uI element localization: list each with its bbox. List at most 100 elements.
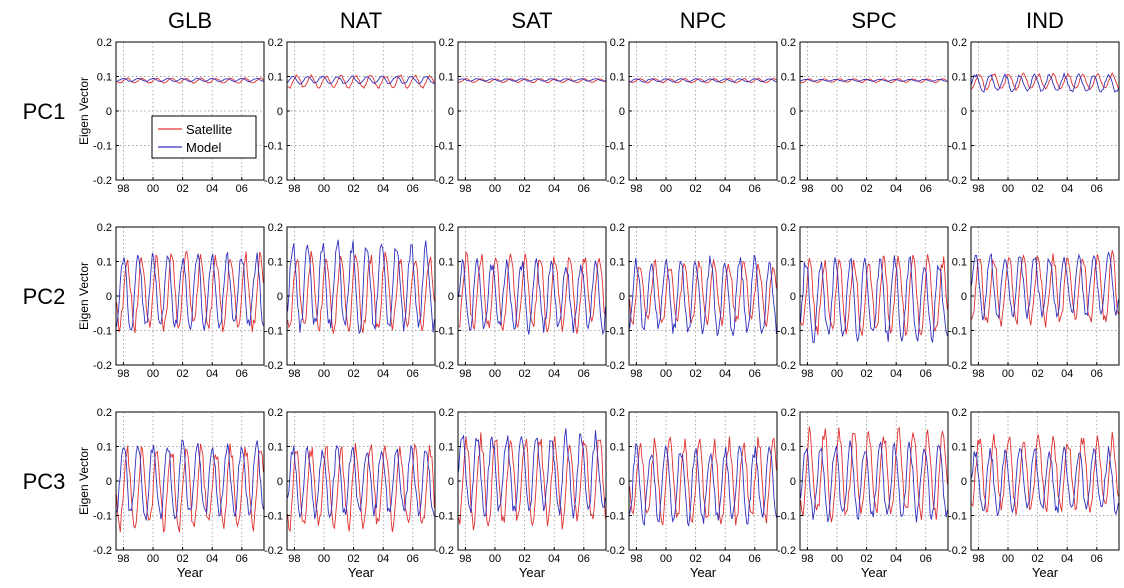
x-tick-label: 04 (719, 553, 731, 565)
x-tick-label: 06 (1091, 183, 1103, 195)
y-tick-label: 0.2 (97, 37, 112, 49)
panel-pc1-npc: 0.2 0.1 0 -0.1 -0.2 98 00 02 04 06 (606, 37, 778, 195)
y-tick-label: -0.2 (435, 360, 454, 372)
series-line-model (800, 255, 948, 344)
y-tick-label: -0.1 (435, 326, 454, 338)
x-axis-label: Year (177, 565, 204, 580)
series-line-model (800, 440, 948, 523)
series-line-satellite (458, 78, 606, 84)
y-tick-label: -0.2 (264, 175, 283, 187)
panel-pc2-ind: 0.2 0.1 0 -0.1 -0.2 98 00 02 04 06 (948, 222, 1120, 380)
y-tick-label: 0 (448, 291, 454, 303)
column-label-sat: SAT (511, 8, 552, 33)
panel-pc3-glb: 0.2 0.1 0 -0.1 -0.2 98 00 02 04 06 Eigen Vector Yea… (77, 407, 265, 580)
y-tick-label: -0.2 (777, 175, 796, 187)
series-line-model (116, 439, 264, 521)
y-tick-label: 0.2 (97, 407, 112, 419)
y-tick-label: -0.2 (435, 545, 454, 557)
y-tick-label: 0.2 (781, 37, 796, 49)
series-line-model (116, 252, 264, 331)
x-tick-label: 06 (236, 183, 248, 195)
x-tick-label: 00 (147, 183, 159, 195)
panel-pc2-glb: 0.2 0.1 0 -0.1 -0.2 98 00 02 04 06 Eigen Vector (77, 222, 265, 380)
y-axis-label: Eigen Vector (77, 77, 91, 145)
series-line-satellite (116, 77, 264, 84)
y-tick-label: 0.1 (952, 442, 967, 454)
x-tick-label: 00 (147, 553, 159, 565)
x-tick-label: 04 (1061, 368, 1073, 380)
x-tick-label: 02 (347, 368, 359, 380)
series-line-satellite (971, 431, 1119, 516)
x-tick-label: 00 (489, 183, 501, 195)
y-tick-label: 0.2 (952, 222, 967, 234)
series-line-model (971, 72, 1119, 93)
y-axis-label: Eigen Vector (77, 447, 91, 515)
x-tick-label: 98 (459, 183, 471, 195)
legend-label-model: Model (186, 140, 222, 155)
y-tick-label: -0.1 (606, 326, 625, 338)
series-line-model (287, 444, 435, 520)
x-tick-label: 06 (1091, 553, 1103, 565)
panel-pc1-spc: 0.2 0.1 0 -0.1 -0.2 98 00 02 04 06 (777, 37, 949, 195)
x-axis-label: Year (348, 565, 375, 580)
series-line-model (629, 254, 777, 336)
y-tick-label: -0.1 (93, 141, 112, 153)
x-tick-label: 04 (1061, 183, 1073, 195)
y-tick-label: 0 (790, 291, 796, 303)
x-tick-label: 06 (920, 553, 932, 565)
x-tick-label: 06 (578, 553, 590, 565)
series-line-satellite (116, 443, 264, 533)
y-tick-label: 0.2 (952, 407, 967, 419)
series-line-satellite (800, 78, 948, 84)
x-tick-label: 02 (518, 183, 530, 195)
x-tick-label: 00 (1002, 553, 1014, 565)
x-tick-label: 98 (117, 368, 129, 380)
x-tick-label: 04 (377, 368, 389, 380)
legend: Satellite Model (151, 115, 257, 159)
y-axis-label: Eigen Vector (77, 262, 91, 330)
panel-pc2-sat: 0.2 0.1 0 -0.1 -0.2 98 00 02 04 06 (435, 222, 607, 380)
y-tick-label: 0 (961, 476, 967, 488)
y-tick-label: -0.1 (264, 326, 283, 338)
x-tick-label: 06 (920, 183, 932, 195)
x-tick-label: 98 (630, 368, 642, 380)
series-line-model (458, 258, 606, 336)
x-tick-label: 02 (347, 553, 359, 565)
series-line-satellite (629, 258, 777, 327)
x-tick-label: 98 (117, 183, 129, 195)
y-tick-label: 0 (448, 106, 454, 118)
series-line-model (287, 75, 435, 85)
y-tick-label: 0 (106, 291, 112, 303)
y-tick-label: -0.2 (93, 360, 112, 372)
y-tick-label: 0.1 (952, 72, 967, 84)
y-tick-label: 0 (790, 106, 796, 118)
x-tick-label: 00 (831, 183, 843, 195)
column-label-nat: NAT (340, 8, 382, 33)
x-tick-label: 02 (1031, 368, 1043, 380)
series-line-satellite (971, 249, 1119, 328)
column-label-ind: IND (1026, 8, 1064, 33)
series-line-model (458, 428, 606, 519)
y-tick-label: 0 (277, 476, 283, 488)
y-tick-label: 0.2 (952, 37, 967, 49)
y-tick-label: -0.2 (93, 175, 112, 187)
series-line-satellite (458, 432, 606, 531)
legend-box (151, 115, 257, 159)
y-tick-label: 0.1 (439, 72, 454, 84)
series-line-satellite (287, 74, 435, 90)
x-tick-label: 02 (860, 553, 872, 565)
x-tick-label: 00 (318, 368, 330, 380)
x-tick-label: 00 (489, 368, 501, 380)
y-tick-label: -0.2 (264, 360, 283, 372)
y-tick-label: 0.1 (610, 257, 625, 269)
y-tick-label: -0.2 (606, 545, 625, 557)
y-tick-label: 0 (277, 291, 283, 303)
panel-pc3-npc: 0.2 0.1 0 -0.1 -0.2 98 00 02 04 06 Year (606, 407, 778, 580)
y-tick-label: -0.2 (606, 360, 625, 372)
x-tick-label: 04 (1061, 553, 1073, 565)
x-tick-label: 04 (206, 183, 218, 195)
y-tick-label: -0.1 (264, 141, 283, 153)
y-tick-label: -0.1 (264, 511, 283, 523)
series-line-model (800, 78, 948, 82)
x-tick-label: 00 (318, 553, 330, 565)
